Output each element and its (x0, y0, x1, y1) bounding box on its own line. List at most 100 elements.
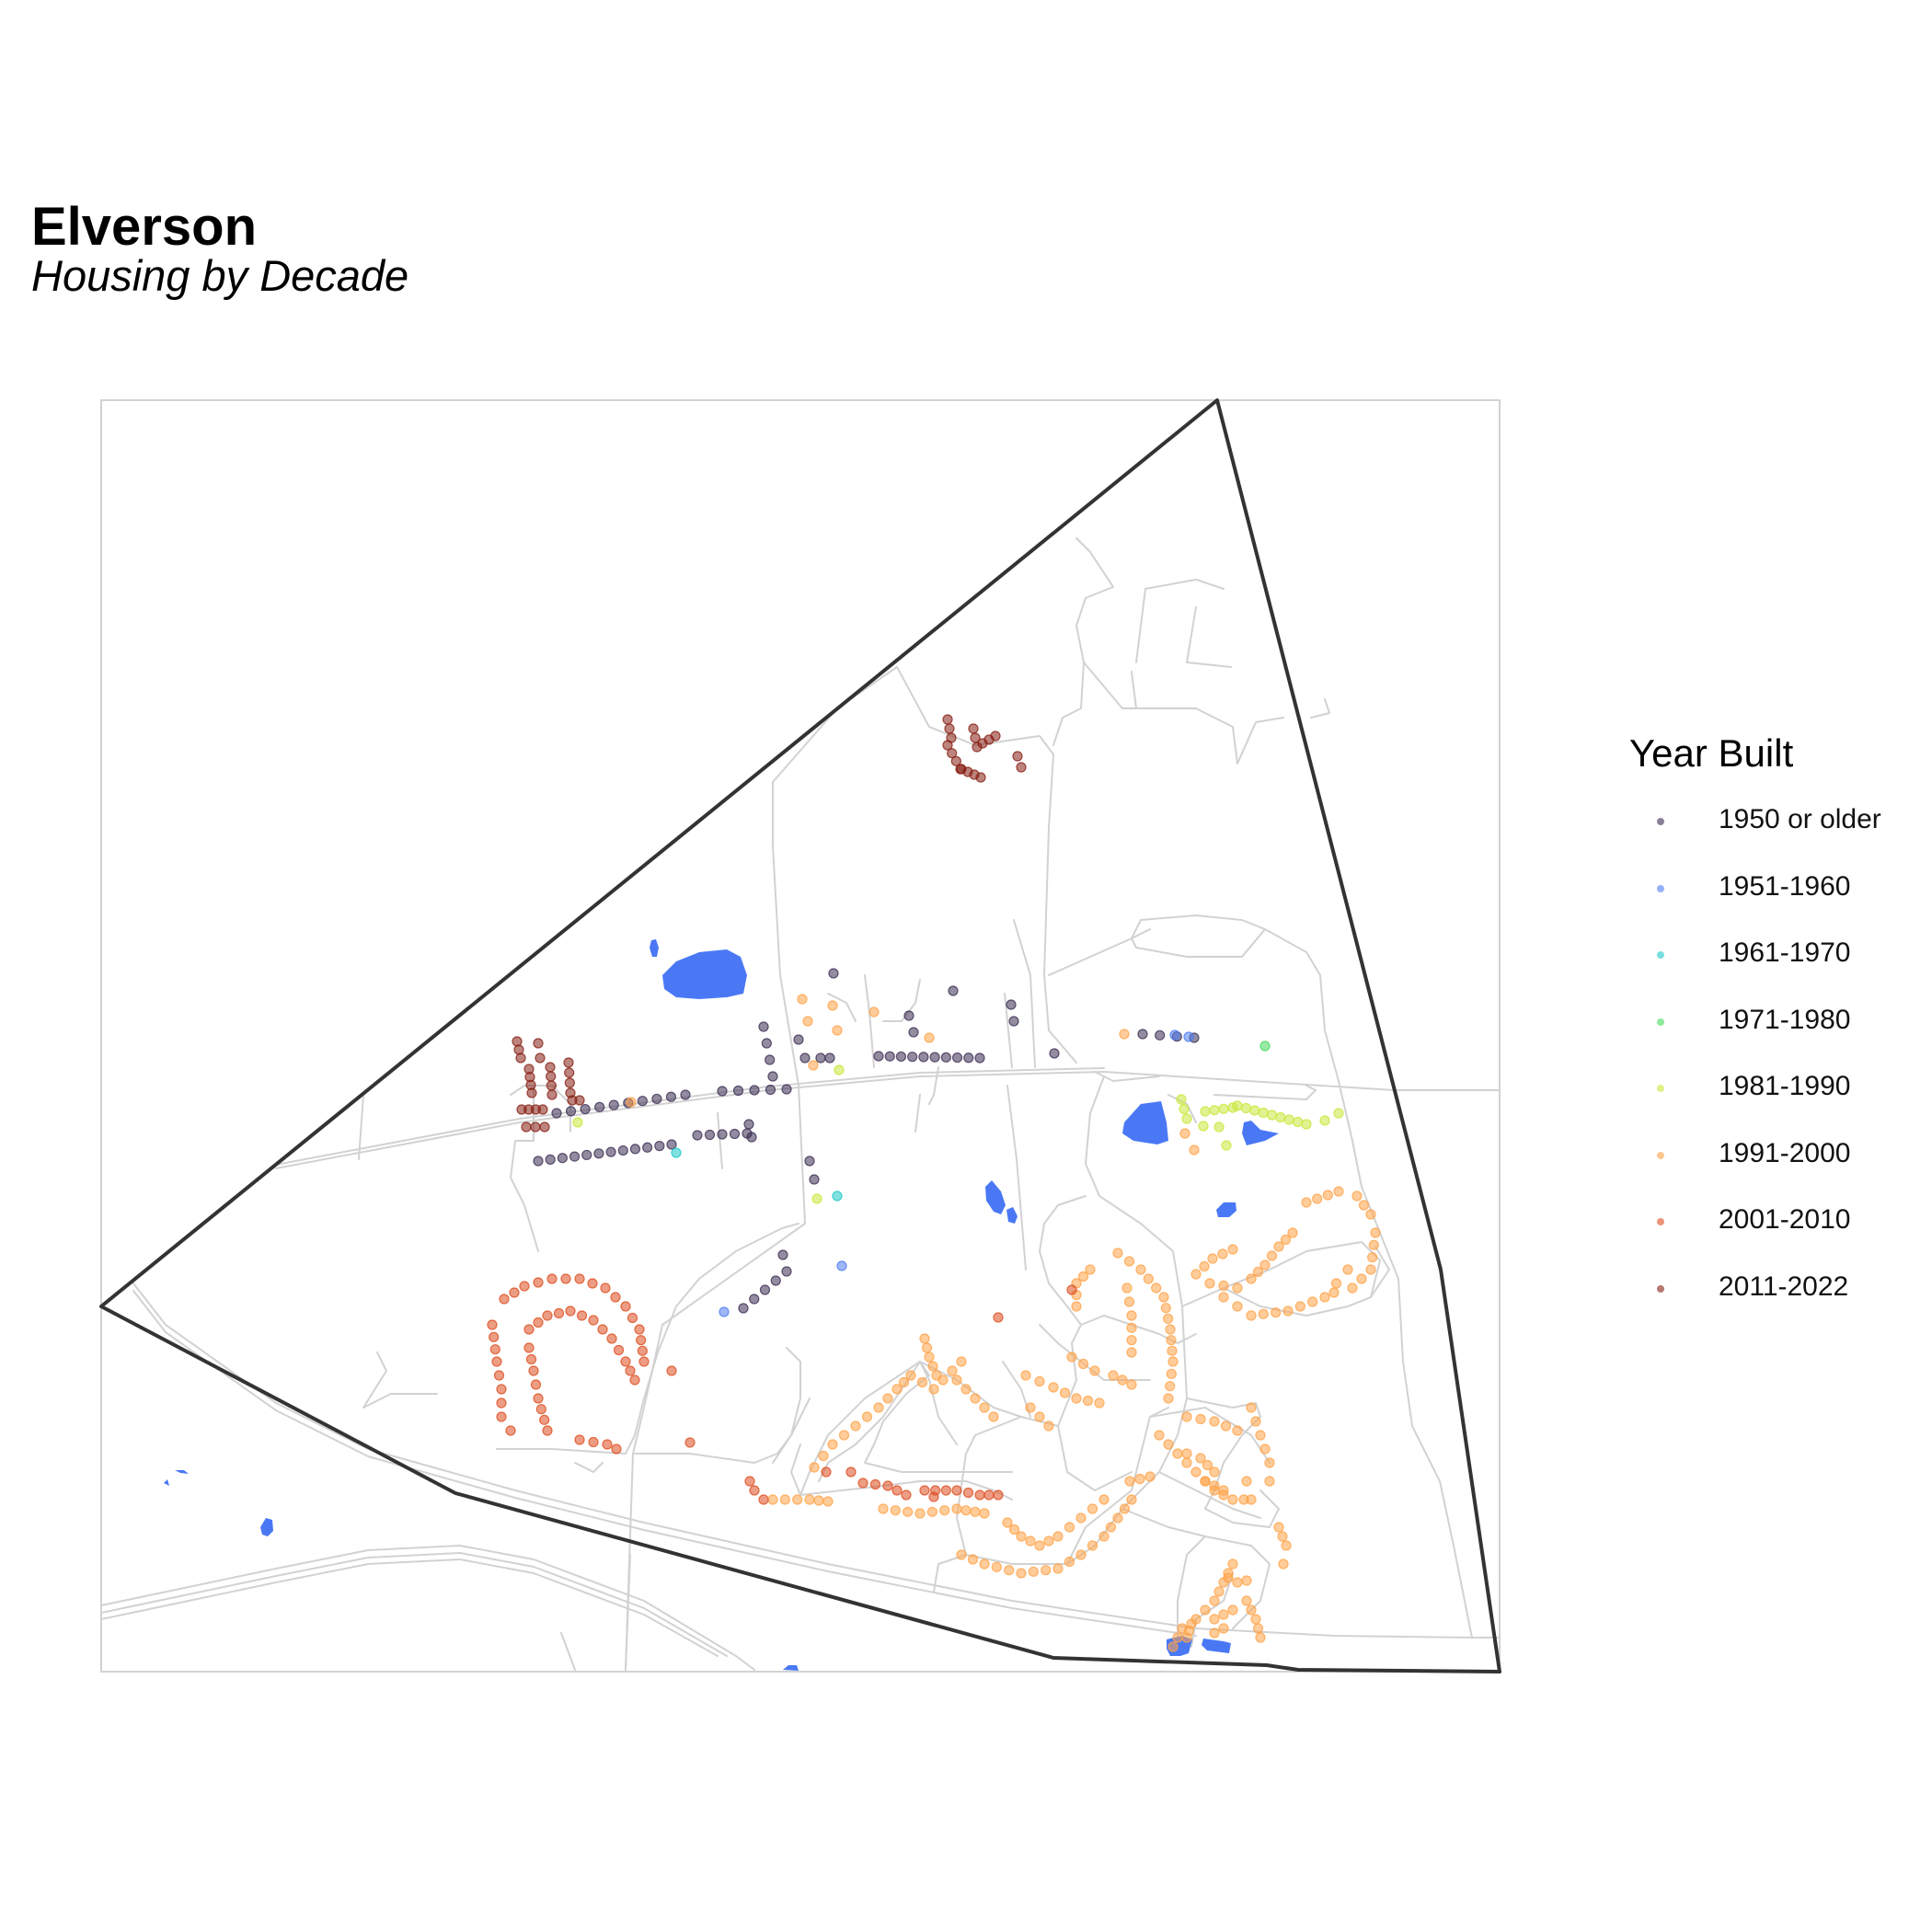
house-point (512, 1036, 523, 1047)
house-point (1246, 1402, 1257, 1413)
house-point (1312, 1193, 1323, 1204)
house-point (496, 1384, 507, 1395)
house-point (1112, 1512, 1123, 1524)
house-point (1271, 1307, 1282, 1318)
house-point (857, 1478, 868, 1489)
house-point (1077, 1271, 1089, 1282)
house-point (588, 1436, 599, 1448)
legend-label: 1951-1960 (1719, 870, 1851, 902)
pond (985, 1180, 1006, 1214)
house-point (1227, 1558, 1238, 1570)
house-point (1181, 1411, 1192, 1422)
road (1186, 606, 1232, 668)
house-point (743, 1119, 754, 1130)
house-point (1356, 1273, 1367, 1284)
house-point (974, 1052, 985, 1064)
legend-item: 2001-2010 (1629, 1200, 1924, 1267)
house-point (1241, 1476, 1252, 1487)
house-point (942, 740, 953, 751)
house-point (1255, 1430, 1266, 1441)
house-point (551, 1108, 562, 1119)
house-point (528, 1365, 539, 1376)
house-point (930, 1485, 941, 1496)
house-point (496, 1397, 507, 1409)
house-point (1034, 1411, 1045, 1422)
road (1066, 1407, 1169, 1565)
legend-title: Year Built (1629, 731, 1794, 775)
house-point (951, 1052, 963, 1064)
pond (164, 1479, 169, 1486)
house-point (1322, 1190, 1333, 1201)
house-point (1123, 1296, 1135, 1307)
house-point (580, 1103, 591, 1115)
house-point (533, 1393, 544, 1404)
house-point (1301, 1119, 1312, 1130)
house-point (1008, 1524, 1020, 1535)
house-point (765, 1054, 776, 1065)
house-point (1249, 1105, 1260, 1116)
legend-swatch (1657, 951, 1664, 959)
legend: Year Built 1950 or older 1951-1960 1961-… (1629, 731, 1924, 1333)
house-point (901, 1489, 912, 1501)
house-point (1126, 1310, 1137, 1321)
house-point (1328, 1287, 1340, 1298)
house-point (593, 1148, 604, 1159)
house-point (487, 1319, 498, 1330)
house-point (521, 1121, 532, 1133)
house-point (1368, 1239, 1379, 1250)
house-point (929, 1052, 940, 1063)
house-point (1259, 1041, 1271, 1052)
house-point (1238, 1494, 1249, 1505)
house-point (1250, 1614, 1261, 1625)
house-point (968, 723, 979, 734)
house-point (832, 1190, 843, 1202)
house-point (1195, 1453, 1206, 1464)
house-point (1200, 1476, 1211, 1487)
house-point (956, 1549, 967, 1560)
house-point (1167, 1345, 1178, 1356)
house-point (627, 1312, 638, 1324)
house-point (1082, 1395, 1094, 1407)
road (362, 1351, 438, 1409)
house-point (828, 968, 839, 979)
house-point (638, 1356, 650, 1367)
house-point (1025, 1535, 1036, 1547)
house-point (1365, 1209, 1376, 1220)
legend-swatch (1657, 884, 1664, 892)
legend-swatch (1657, 1218, 1664, 1225)
house-point (692, 1130, 703, 1141)
house-point (1126, 1335, 1137, 1346)
house-point (1246, 1310, 1257, 1321)
house-point (1246, 1604, 1257, 1616)
house-point (956, 1356, 967, 1367)
house-point (526, 1087, 537, 1098)
house-point (979, 1508, 990, 1519)
house-point (629, 1374, 640, 1386)
house-point (533, 1038, 544, 1049)
house-point (1119, 1503, 1131, 1514)
house-point (564, 1067, 575, 1078)
house-point (574, 1434, 585, 1445)
house-point (1166, 1335, 1177, 1346)
pond (783, 1665, 799, 1671)
house-point (1218, 1623, 1229, 1634)
house-point (1264, 1476, 1275, 1487)
house-point (903, 1506, 914, 1517)
house-point (546, 1089, 558, 1100)
map-title: Elverson (31, 197, 257, 257)
house-point (1365, 1264, 1376, 1275)
house-point (882, 1480, 893, 1491)
house-point (1195, 1413, 1206, 1425)
road (496, 1223, 799, 1455)
house-point (749, 1085, 760, 1096)
house-point (970, 1393, 981, 1404)
highway (100, 1545, 755, 1671)
house-point (717, 1129, 728, 1140)
house-point (1034, 1375, 1045, 1387)
house-point (1241, 1575, 1252, 1586)
house-point (605, 1146, 616, 1157)
house-point (545, 1062, 556, 1073)
house-point (845, 1466, 857, 1478)
house-point (535, 1052, 546, 1064)
house-point (513, 1044, 524, 1055)
